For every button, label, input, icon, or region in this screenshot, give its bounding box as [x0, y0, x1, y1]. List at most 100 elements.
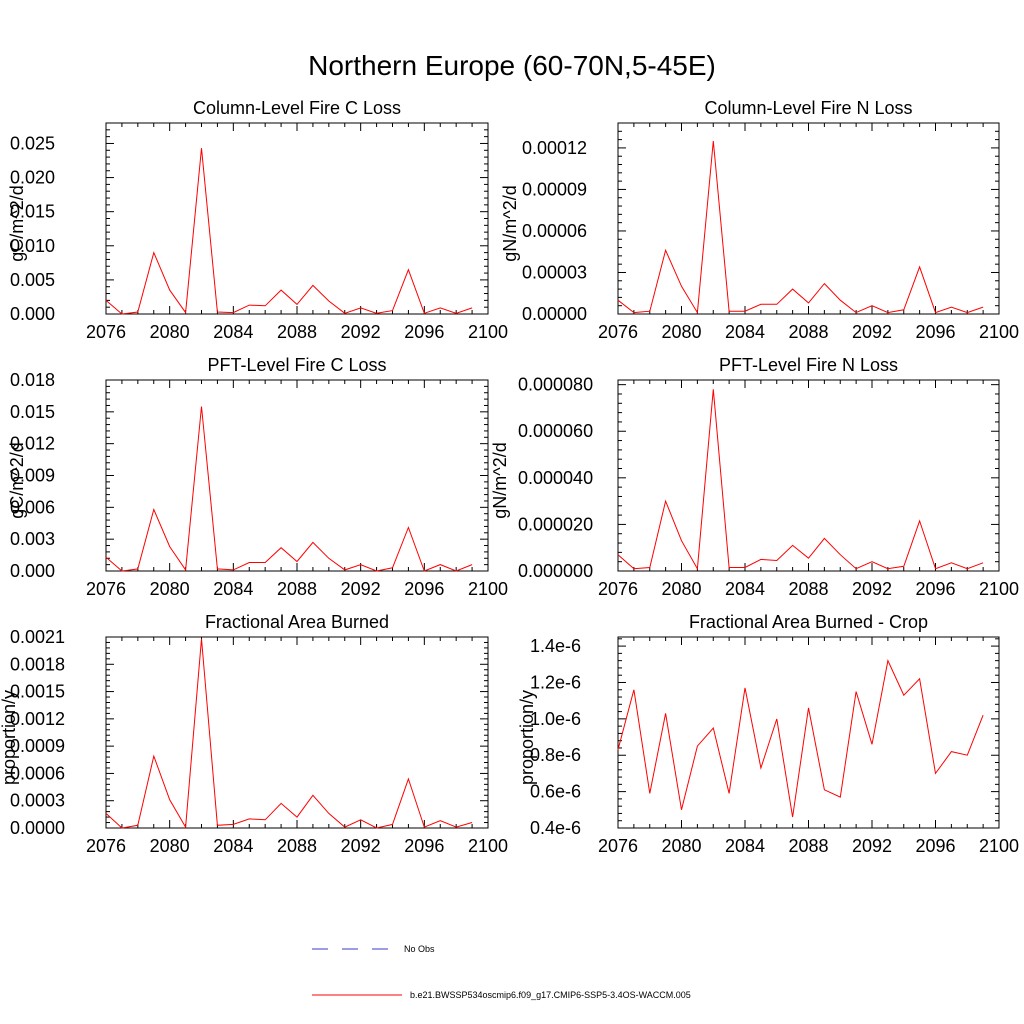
- x-tick-label: 2092: [341, 579, 381, 599]
- y-tick-label: 1.0e-6: [530, 709, 581, 729]
- x-tick-label: 2080: [661, 836, 701, 856]
- panel-title: Fractional Area Burned: [205, 612, 389, 632]
- y-tick-label: 0.000080: [518, 375, 593, 395]
- y-tick-label: 0.0000: [10, 818, 65, 838]
- plot-frame: [617, 379, 1000, 572]
- chart-panel-3: PFT-Level Fire C Loss gC/m^2/d 2076 2080 208…: [7, 355, 508, 599]
- x-tick-label: 2096: [404, 836, 444, 856]
- y-tick-label: 0.012: [10, 434, 55, 454]
- y-axis-label: gC/m^2/d: [7, 185, 27, 261]
- y-tick-label: 0.0018: [10, 654, 65, 674]
- x-tick-label: 2100: [979, 579, 1019, 599]
- y-tick-label: 0.009: [10, 466, 55, 486]
- y-tick-label: 0.00000: [522, 304, 587, 324]
- y-tick-label: 0.0015: [10, 682, 65, 702]
- x-tick-label: 2096: [404, 579, 444, 599]
- y-tick-label: 0.000: [10, 561, 55, 581]
- y-tick-label: 0.015: [10, 402, 55, 422]
- x-tick-label: 2084: [725, 322, 765, 342]
- y-tick-label: 0.005: [10, 270, 55, 290]
- legend-label-no-obs: No Obs: [404, 944, 435, 954]
- y-tick-label: 0.4e-6: [530, 818, 581, 838]
- y-tick-label: 0.0021: [10, 627, 65, 647]
- x-tick-label: 2080: [150, 579, 190, 599]
- plot-frame: [105, 379, 489, 572]
- y-tick-label: 0.8e-6: [530, 745, 581, 765]
- y-tick-label: 1.4e-6: [530, 636, 581, 656]
- legend-label-model: b.e21.BWSSP534oscmip6.f09_g17.CMIP6-SSP5…: [410, 990, 691, 1000]
- plot-frame: [105, 122, 489, 315]
- y-tick-label: 0.020: [10, 168, 55, 188]
- y-axis-label: gC/m^2/d: [7, 442, 27, 518]
- x-tick-label: 2080: [661, 579, 701, 599]
- x-tick-label: 2084: [725, 836, 765, 856]
- x-tick-label: 2076: [598, 579, 638, 599]
- y-tick-label: 0.000000: [518, 561, 593, 581]
- x-tick-label: 2076: [86, 322, 126, 342]
- chart-panel-5: Fractional Area Burned proportion/y 2076 20…: [0, 612, 508, 856]
- x-tick-label: 2088: [277, 322, 317, 342]
- chart-panel-2: Column-Level Fire N Loss gN/m^2/d 2076 2080…: [500, 98, 1019, 342]
- y-tick-label: 0.000: [10, 304, 55, 324]
- y-tick-label: 0.000060: [518, 421, 593, 441]
- panel-title: PFT-Level Fire N Loss: [719, 355, 898, 375]
- x-tick-label: 2088: [788, 322, 828, 342]
- x-tick-label: 2096: [915, 322, 955, 342]
- y-tick-label: 0.00003: [522, 262, 587, 282]
- x-tick-label: 2092: [341, 322, 381, 342]
- y-tick-label: 0.006: [10, 497, 55, 517]
- y-axis-label: gN/m^2/d: [490, 442, 510, 518]
- y-tick-label: 0.00009: [522, 179, 587, 199]
- y-tick-label: 0.00006: [522, 221, 587, 241]
- y-axis-label: gN/m^2/d: [500, 185, 520, 261]
- chart-panel-4: PFT-Level Fire N Loss gN/m^2/d 2076 2080 208…: [490, 355, 1019, 599]
- x-tick-label: 2088: [277, 836, 317, 856]
- x-tick-label: 2084: [213, 579, 253, 599]
- series-line-1: [617, 658, 984, 818]
- series-line-1: [617, 140, 984, 315]
- x-tick-label: 2100: [468, 836, 508, 856]
- y-tick-label: 0.018: [10, 370, 55, 390]
- y-tick-label: 0.010: [10, 236, 55, 256]
- plot-frame: [617, 636, 1000, 829]
- plot-frame: [105, 636, 489, 829]
- y-axis-label: proportion/y: [517, 690, 537, 785]
- x-tick-label: 2080: [661, 322, 701, 342]
- x-tick-label: 2088: [277, 579, 317, 599]
- y-tick-label: 0.003: [10, 529, 55, 549]
- y-tick-label: 0.000020: [518, 514, 593, 534]
- x-tick-label: 2092: [852, 836, 892, 856]
- chart-panel-1: Column-Level Fire C Loss gC/m^2/d 2076 2080…: [7, 98, 508, 342]
- panel-title: Column-Level Fire N Loss: [704, 98, 912, 118]
- panel-title: PFT-Level Fire C Loss: [207, 355, 386, 375]
- chart-panel-6: Fractional Area Burned - Crop proportion/…: [517, 612, 1019, 856]
- y-axis-label: proportion/y: [0, 690, 19, 785]
- y-tick-label: 0.00012: [522, 138, 587, 158]
- x-tick-label: 2096: [404, 322, 444, 342]
- y-tick-label: 0.015: [10, 202, 55, 222]
- panel-title: Fractional Area Burned - Crop: [689, 612, 928, 632]
- x-tick-label: 2076: [86, 579, 126, 599]
- plot-frame: [617, 122, 1000, 315]
- x-tick-label: 2084: [213, 322, 253, 342]
- panel-title: Column-Level Fire C Loss: [193, 98, 401, 118]
- x-tick-label: 2100: [468, 579, 508, 599]
- y-tick-label: 0.0006: [10, 763, 65, 783]
- series-line-1: [105, 148, 473, 315]
- y-tick-label: 0.0012: [10, 709, 65, 729]
- figure-title: Northern Europe (60-70N,5-45E): [308, 50, 716, 81]
- y-tick-label: 0.000040: [518, 468, 593, 488]
- y-tick-label: 0.6e-6: [530, 782, 581, 802]
- series-line-1: [105, 406, 473, 572]
- x-tick-label: 2084: [725, 579, 765, 599]
- x-tick-label: 2100: [979, 322, 1019, 342]
- x-tick-label: 2076: [598, 322, 638, 342]
- y-tick-label: 0.0009: [10, 736, 65, 756]
- x-tick-label: 2096: [915, 836, 955, 856]
- x-tick-label: 2092: [852, 579, 892, 599]
- x-tick-label: 2076: [86, 836, 126, 856]
- x-tick-label: 2096: [915, 579, 955, 599]
- series-line-1: [617, 389, 984, 571]
- x-tick-label: 2084: [213, 836, 253, 856]
